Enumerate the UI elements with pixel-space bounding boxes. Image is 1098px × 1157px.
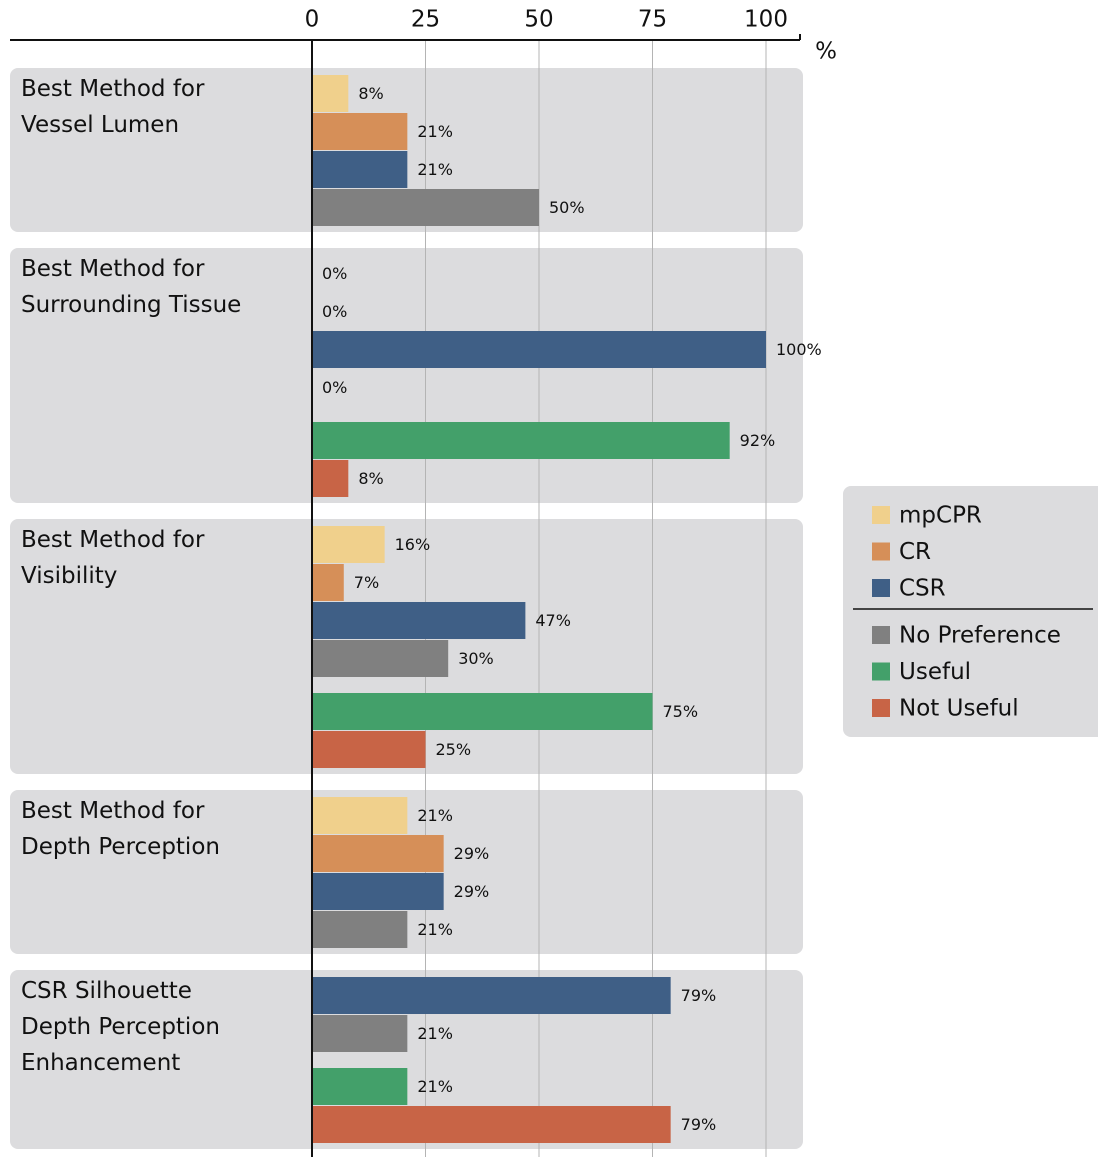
value-label: 8% bbox=[358, 469, 383, 488]
grid bbox=[425, 40, 767, 1157]
value-label: 100% bbox=[776, 340, 822, 359]
bar bbox=[312, 113, 408, 150]
bar bbox=[312, 526, 385, 563]
bar bbox=[312, 422, 730, 459]
bar bbox=[312, 835, 444, 872]
legend-swatch bbox=[872, 662, 890, 681]
bar bbox=[312, 1068, 408, 1105]
value-label: 25% bbox=[436, 740, 472, 759]
category-label: Best Method for Vessel Lumen bbox=[21, 76, 205, 138]
value-label: 21% bbox=[417, 1024, 453, 1043]
value-label: 75% bbox=[663, 702, 699, 721]
legend-swatch bbox=[872, 699, 890, 717]
value-label: 47% bbox=[535, 611, 571, 630]
legend-swatch bbox=[872, 579, 890, 597]
category-label: Best Method for Depth Perception bbox=[21, 798, 220, 860]
legend-label: Not Useful bbox=[899, 696, 1019, 722]
bar bbox=[312, 151, 408, 188]
value-label: 7% bbox=[354, 573, 379, 592]
bar bbox=[312, 693, 653, 730]
x-tick-label: 75 bbox=[638, 7, 667, 33]
bar bbox=[312, 564, 344, 601]
bar bbox=[312, 331, 766, 368]
legend-swatch bbox=[872, 506, 890, 524]
value-label: 0% bbox=[322, 264, 347, 283]
x-axis-label: % bbox=[815, 39, 837, 65]
value-label: 29% bbox=[454, 882, 490, 901]
x-tick-label: 0 bbox=[305, 7, 320, 33]
value-label: 92% bbox=[740, 431, 776, 450]
bar bbox=[312, 189, 539, 226]
value-label: 21% bbox=[417, 806, 453, 825]
bar bbox=[312, 1106, 671, 1143]
bar bbox=[312, 977, 671, 1014]
legend-label: CSR bbox=[899, 576, 946, 602]
legend-label: mpCPR bbox=[899, 503, 982, 529]
value-label: 21% bbox=[417, 160, 453, 179]
bar bbox=[312, 1015, 408, 1052]
value-label: 16% bbox=[395, 535, 431, 554]
legend-panel bbox=[843, 486, 1098, 737]
value-label: 30% bbox=[458, 649, 494, 668]
bar bbox=[312, 460, 349, 497]
x-tick-label: 25 bbox=[411, 7, 440, 33]
bars: 8% 21% 21% 50% 0% 0% 100% 0% 92% 8% 16% 7% 47% 30% 75%… bbox=[312, 75, 822, 1143]
legend-label: CR bbox=[899, 539, 931, 565]
bar bbox=[312, 731, 426, 768]
legend-label: Useful bbox=[899, 659, 971, 685]
bar bbox=[312, 602, 526, 639]
category-label: Best Method for Visibility bbox=[21, 527, 205, 589]
value-label: 8% bbox=[358, 84, 383, 103]
group-panel bbox=[10, 970, 803, 1149]
value-label: 29% bbox=[454, 844, 490, 863]
value-label: 50% bbox=[549, 198, 585, 217]
legend-label: No Preference bbox=[899, 623, 1061, 649]
bar bbox=[312, 640, 449, 677]
legend-swatch bbox=[872, 542, 890, 561]
bar bbox=[312, 911, 408, 948]
legend-swatch bbox=[872, 626, 890, 644]
bar bbox=[312, 75, 349, 112]
value-label: 0% bbox=[322, 378, 347, 397]
value-label: 79% bbox=[681, 986, 717, 1005]
category-label: CSR Silhouette Depth Perception Enhancem… bbox=[21, 978, 220, 1076]
value-label: 0% bbox=[322, 302, 347, 321]
value-label: 21% bbox=[417, 122, 453, 141]
value-label: 79% bbox=[681, 1115, 717, 1134]
category-label: Best Method for Surrounding Tissue bbox=[21, 256, 242, 318]
value-label: 21% bbox=[417, 920, 453, 939]
value-label: 21% bbox=[417, 1077, 453, 1096]
x-tick-label: 50 bbox=[524, 7, 553, 33]
bar bbox=[312, 797, 408, 834]
x-tick-label: 100 bbox=[744, 7, 788, 33]
bar bbox=[312, 873, 444, 910]
